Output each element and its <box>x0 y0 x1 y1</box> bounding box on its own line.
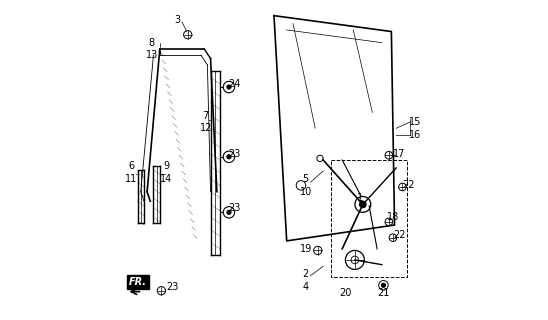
Text: 21: 21 <box>377 288 390 298</box>
Circle shape <box>227 155 231 159</box>
Text: 22: 22 <box>393 229 406 240</box>
Circle shape <box>227 210 231 215</box>
Text: 9: 9 <box>163 161 169 171</box>
Text: 2: 2 <box>302 269 309 279</box>
Circle shape <box>227 85 231 89</box>
Text: 24: 24 <box>228 79 241 89</box>
Text: 23: 23 <box>228 149 241 159</box>
Text: 20: 20 <box>339 288 352 298</box>
Text: 23: 23 <box>228 203 241 212</box>
Text: 3: 3 <box>174 15 180 25</box>
Text: 17: 17 <box>393 149 406 159</box>
Text: 19: 19 <box>300 244 312 254</box>
Text: 8: 8 <box>149 38 155 48</box>
Circle shape <box>381 284 385 287</box>
Text: 5: 5 <box>302 174 309 184</box>
Text: 12: 12 <box>199 123 212 133</box>
Text: 1: 1 <box>357 193 363 203</box>
Text: 22: 22 <box>403 180 415 190</box>
Circle shape <box>359 201 366 208</box>
Text: 7: 7 <box>203 111 209 121</box>
Text: 16: 16 <box>409 130 421 140</box>
Text: 6: 6 <box>128 161 134 171</box>
Text: 4: 4 <box>302 282 309 292</box>
Text: 15: 15 <box>409 117 421 127</box>
Text: 13: 13 <box>146 50 158 60</box>
Text: FR.: FR. <box>129 277 147 287</box>
Text: 11: 11 <box>125 174 138 184</box>
Text: 10: 10 <box>300 187 312 197</box>
Text: 14: 14 <box>160 174 172 184</box>
Text: 18: 18 <box>387 212 399 222</box>
Text: 23: 23 <box>166 282 179 292</box>
